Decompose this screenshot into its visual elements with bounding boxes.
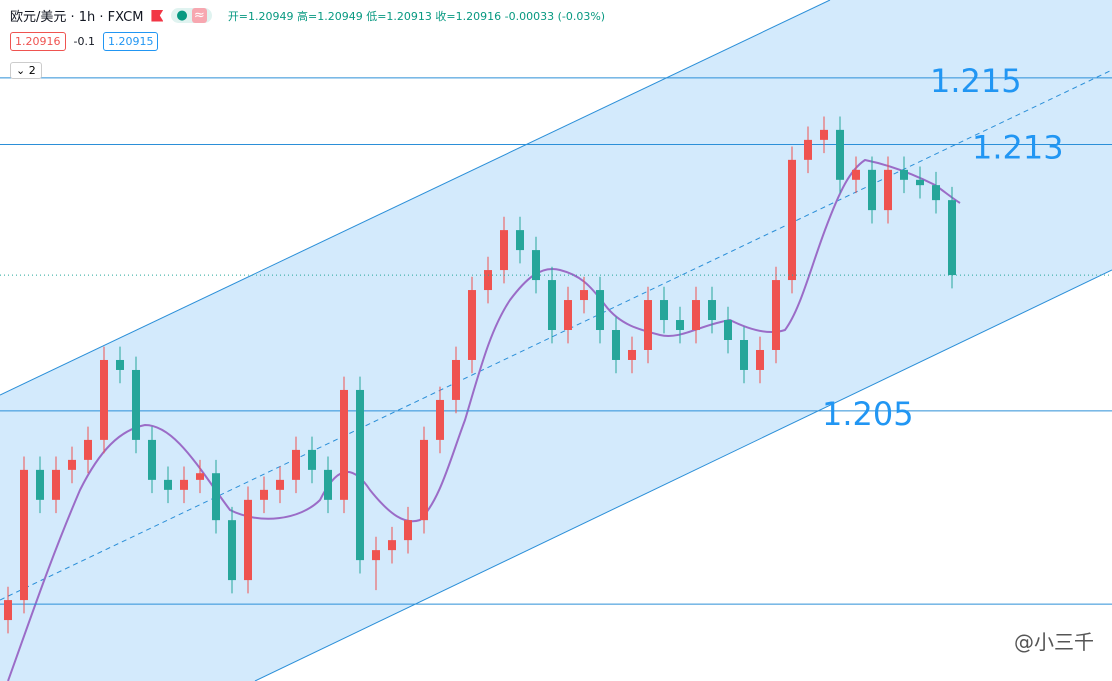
candle-body bbox=[164, 479, 172, 490]
candle-body bbox=[612, 330, 620, 360]
candle-body bbox=[884, 169, 892, 211]
candle-body bbox=[244, 499, 252, 581]
channel-lower bbox=[254, 269, 1112, 681]
candle-body bbox=[564, 300, 572, 331]
level-label: 1.205 bbox=[822, 395, 914, 433]
header: 欧元/美元 · 1h · FXCM ● ≈ 开=1.20949 高=1.2094… bbox=[10, 6, 605, 25]
candle-body bbox=[4, 600, 12, 621]
candle-body bbox=[116, 359, 124, 370]
candle-body bbox=[692, 300, 700, 331]
candle-body bbox=[372, 550, 380, 561]
candle-body bbox=[756, 349, 764, 370]
indicator-toggle[interactable]: ⌄ 2 bbox=[10, 62, 42, 79]
candle-body bbox=[932, 185, 940, 201]
flag-icon[interactable] bbox=[151, 9, 164, 22]
candle-body bbox=[324, 469, 332, 500]
candle-body bbox=[900, 169, 908, 180]
indicator-count: 2 bbox=[28, 64, 36, 77]
candle-body bbox=[420, 439, 428, 521]
candle-body bbox=[644, 300, 652, 350]
candle-body bbox=[484, 270, 492, 291]
candle-body bbox=[740, 340, 748, 370]
candle-body bbox=[356, 389, 364, 561]
candle-body bbox=[868, 169, 876, 211]
moving-average bbox=[7, 158, 961, 681]
candle-body bbox=[788, 159, 796, 281]
candle-body bbox=[532, 250, 540, 281]
bid[interactable]: 1.20916 bbox=[10, 32, 66, 51]
candle-body bbox=[452, 359, 460, 400]
candle-body bbox=[596, 290, 604, 331]
ohlc: 开=1.20949 高=1.20949 低=1.20913 收=1.20916 … bbox=[227, 9, 606, 23]
candle-body bbox=[52, 469, 60, 500]
candle-body bbox=[260, 489, 268, 500]
watermark: @小三千 bbox=[1014, 630, 1094, 654]
marks: 1.215 1.213 1.205 bbox=[0, 62, 1112, 634]
candle-body bbox=[196, 473, 204, 480]
candle-body bbox=[772, 280, 780, 350]
channel-upper bbox=[0, 0, 831, 396]
candle-body bbox=[308, 449, 316, 470]
candle-body bbox=[212, 473, 220, 521]
candle-body bbox=[340, 389, 348, 500]
candle-body bbox=[68, 459, 76, 470]
candle-body bbox=[276, 479, 284, 490]
candle-body bbox=[724, 320, 732, 341]
candle-body bbox=[132, 369, 140, 440]
candle-body bbox=[580, 290, 588, 301]
candle-body bbox=[180, 479, 188, 490]
symbol: 欧元/美元 · 1h · FXCM bbox=[10, 10, 144, 25]
candle-body bbox=[676, 320, 684, 331]
candle-body bbox=[388, 540, 396, 551]
candle-body bbox=[948, 200, 956, 276]
candle-body bbox=[436, 399, 444, 440]
candle-body bbox=[404, 520, 412, 541]
candle-body bbox=[804, 139, 812, 160]
candle-body bbox=[100, 359, 108, 440]
candle-body bbox=[468, 290, 476, 360]
candle-body bbox=[852, 169, 860, 180]
channel-mid bbox=[0, 69, 1112, 601]
status-icon[interactable]: ● ≈ bbox=[171, 8, 212, 23]
candle-body bbox=[20, 469, 28, 601]
candle-body bbox=[84, 439, 92, 460]
candle-body bbox=[500, 230, 508, 271]
spread: -0.1 bbox=[73, 35, 95, 48]
candle-body bbox=[916, 179, 924, 186]
candle-body bbox=[228, 520, 236, 581]
ask[interactable]: 1.20915 bbox=[102, 32, 159, 51]
candle-body bbox=[820, 129, 828, 140]
candle-body bbox=[292, 449, 300, 480]
candle-body bbox=[36, 469, 44, 500]
level-label: 1.215 bbox=[930, 62, 1022, 100]
candle-body bbox=[660, 300, 668, 321]
level-label: 1.213 bbox=[972, 129, 1064, 167]
candle-body bbox=[148, 439, 156, 480]
candle-body bbox=[708, 300, 716, 321]
candle-body bbox=[516, 230, 524, 251]
candle-body bbox=[628, 349, 636, 360]
quote-row: 1.20916 -0.1 1.20915 bbox=[10, 32, 159, 51]
candle-body bbox=[548, 280, 556, 331]
candle-body bbox=[836, 129, 844, 180]
